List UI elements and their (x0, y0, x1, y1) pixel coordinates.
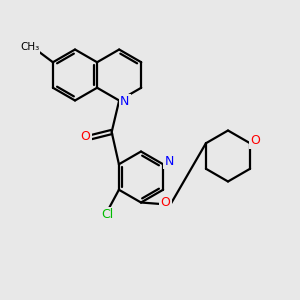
Text: CH₃: CH₃ (20, 42, 39, 52)
Text: N: N (164, 155, 174, 168)
Text: O: O (80, 130, 90, 143)
Text: O: O (250, 134, 260, 147)
Text: N: N (120, 95, 129, 109)
Text: O: O (161, 196, 170, 209)
Text: Cl: Cl (101, 208, 113, 221)
